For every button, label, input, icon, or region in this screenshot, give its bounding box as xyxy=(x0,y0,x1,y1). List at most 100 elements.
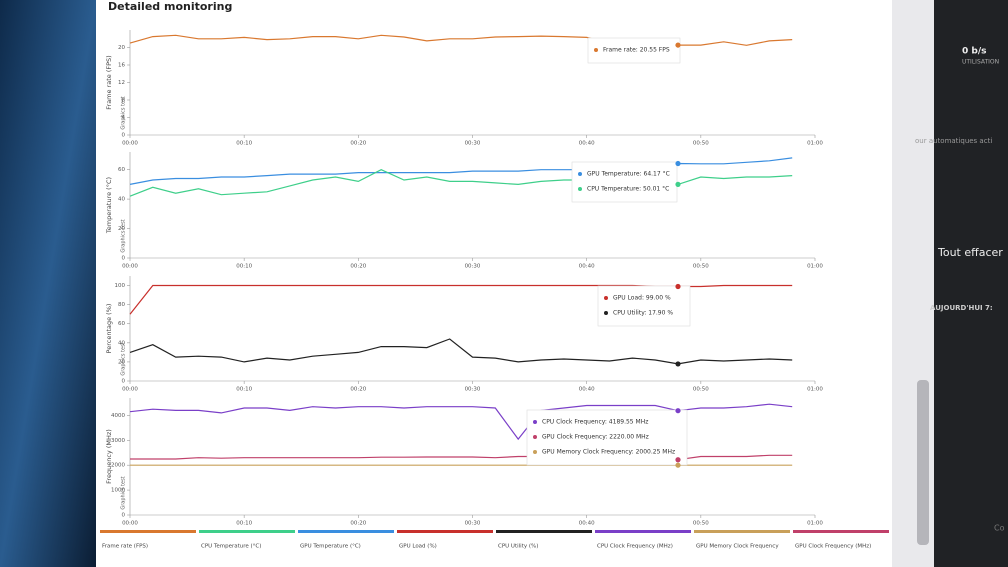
tooltip-swatch xyxy=(533,420,537,424)
scrollbar[interactable] xyxy=(917,380,929,545)
x-tick-label: 00:00 xyxy=(122,387,138,393)
hover-point xyxy=(675,462,681,468)
sub-label: Graphics test xyxy=(121,219,127,252)
tooltip-swatch xyxy=(604,296,608,300)
hover-point xyxy=(675,283,681,290)
y-tick-label: 60 xyxy=(118,167,125,173)
y-tick-label: 0 xyxy=(122,133,126,139)
tooltip-text: GPU Memory Clock Frequency: 2000.25 MHz xyxy=(542,449,675,456)
legend-label: GPU Temperature (°C) xyxy=(300,544,361,550)
x-tick-label: 00:30 xyxy=(465,521,481,527)
x-tick-label: 01:00 xyxy=(807,141,823,147)
y-tick-label: 4 xyxy=(122,115,126,121)
legend-label: GPU Memory Clock Frequency xyxy=(696,544,779,550)
sub-label: Graphics test xyxy=(121,96,127,129)
x-tick-label: 00:10 xyxy=(236,521,252,527)
legend-label: GPU Load (%) xyxy=(399,544,437,550)
legend-swatch xyxy=(793,530,889,533)
x-tick-label: 00:10 xyxy=(236,387,252,393)
side-notice: our automatiques acti xyxy=(915,137,992,145)
tooltip-swatch xyxy=(533,435,537,439)
y-tick-label: 60 xyxy=(118,321,125,327)
hover-point xyxy=(675,361,681,367)
x-tick-label: 00:40 xyxy=(579,521,595,527)
x-tick-label: 00:40 xyxy=(579,264,595,270)
tooltip-text: Frame rate: 20.55 FPS xyxy=(603,47,670,54)
hover-point xyxy=(675,42,681,48)
legend-label: CPU Utility (%) xyxy=(498,544,538,550)
side-cut: Co xyxy=(994,524,1005,533)
y-axis-label: Frequency (MHz) xyxy=(105,429,113,484)
tooltip-text: CPU Clock Frequency: 4189.55 MHz xyxy=(542,419,648,426)
x-tick-label: 00:00 xyxy=(122,141,138,147)
tooltip-text: GPU Clock Frequency: 2220.00 MHz xyxy=(542,434,649,441)
x-tick-label: 01:00 xyxy=(807,521,823,527)
x-tick-label: 00:20 xyxy=(350,521,366,527)
tooltip-box xyxy=(597,285,691,327)
hover-point xyxy=(675,160,681,167)
x-tick-label: 00:20 xyxy=(350,264,366,270)
x-tick-label: 00:30 xyxy=(465,264,481,270)
tooltip-swatch xyxy=(533,450,537,454)
y-tick-label: 2000 xyxy=(111,463,125,469)
x-tick-label: 00:10 xyxy=(236,264,252,270)
x-tick-label: 00:30 xyxy=(465,387,481,393)
legend-swatch xyxy=(496,530,592,533)
x-tick-label: 00:50 xyxy=(693,264,709,270)
x-tick-label: 01:00 xyxy=(807,264,823,270)
tooltip-text: GPU Load: 99.00 % xyxy=(613,295,671,302)
clear-button[interactable]: Tout effacer xyxy=(937,246,1003,259)
legend-swatch xyxy=(397,530,493,533)
net-label: UTILISATION xyxy=(962,59,999,66)
x-tick-label: 00:20 xyxy=(350,141,366,147)
y-tick-label: 40 xyxy=(118,340,125,346)
page-title: Detailed monitoring xyxy=(108,0,232,13)
legend-swatch xyxy=(199,530,295,533)
x-tick-label: 00:40 xyxy=(579,141,595,147)
y-tick-label: 3000 xyxy=(111,438,125,444)
y-tick-label: 20 xyxy=(118,45,125,51)
tooltip-swatch xyxy=(578,187,582,191)
tooltip-box xyxy=(587,37,681,64)
tooltip-text: CPU Temperature: 50.01 °C xyxy=(587,186,669,193)
tooltip-text: GPU Temperature: 64.17 °C xyxy=(587,171,670,178)
legend-swatch xyxy=(298,530,394,533)
x-tick-label: 00:50 xyxy=(693,521,709,527)
legend-label: CPU Clock Frequency (MHz) xyxy=(597,544,673,550)
net-rate: 0 b/s xyxy=(962,47,986,57)
x-tick-label: 00:00 xyxy=(122,264,138,270)
tooltip-swatch xyxy=(594,48,598,52)
x-tick-label: 00:20 xyxy=(350,387,366,393)
y-tick-label: 12 xyxy=(118,80,125,86)
x-tick-label: 00:40 xyxy=(579,387,595,393)
series-line xyxy=(129,34,793,46)
series-line xyxy=(129,169,793,197)
legend-swatch xyxy=(595,530,691,533)
series-line xyxy=(129,338,793,365)
tooltip-box xyxy=(526,409,688,466)
sub-label: Graphics test xyxy=(121,342,127,375)
y-tick-label: 8 xyxy=(122,98,126,104)
panel xyxy=(96,0,892,567)
x-tick-label: 00:50 xyxy=(693,141,709,147)
y-tick-label: 0 xyxy=(122,379,126,385)
y-tick-label: 20 xyxy=(118,359,125,365)
series-line xyxy=(129,157,793,185)
y-axis-label: Frame rate (FPS) xyxy=(105,55,113,109)
y-axis-label: Temperature (°C) xyxy=(105,177,113,234)
sub-label: Graphics test xyxy=(121,476,127,509)
legend-label: CPU Temperature (°C) xyxy=(201,544,261,550)
hover-point xyxy=(675,408,681,414)
legend-label: Frame rate (FPS) xyxy=(102,544,148,550)
y-tick-label: 80 xyxy=(118,302,125,308)
x-tick-label: 00:10 xyxy=(236,141,252,147)
x-tick-label: 00:30 xyxy=(465,141,481,147)
tooltip-swatch xyxy=(578,172,582,176)
side-panel xyxy=(934,0,1008,567)
today-label: AUJOURD'HUI 7: xyxy=(930,304,993,312)
y-tick-label: 40 xyxy=(118,197,125,203)
wallpaper xyxy=(0,0,96,567)
x-tick-label: 00:00 xyxy=(122,521,138,527)
legend-label: GPU Clock Frequency (MHz) xyxy=(795,544,871,550)
tooltip-swatch xyxy=(604,311,608,315)
